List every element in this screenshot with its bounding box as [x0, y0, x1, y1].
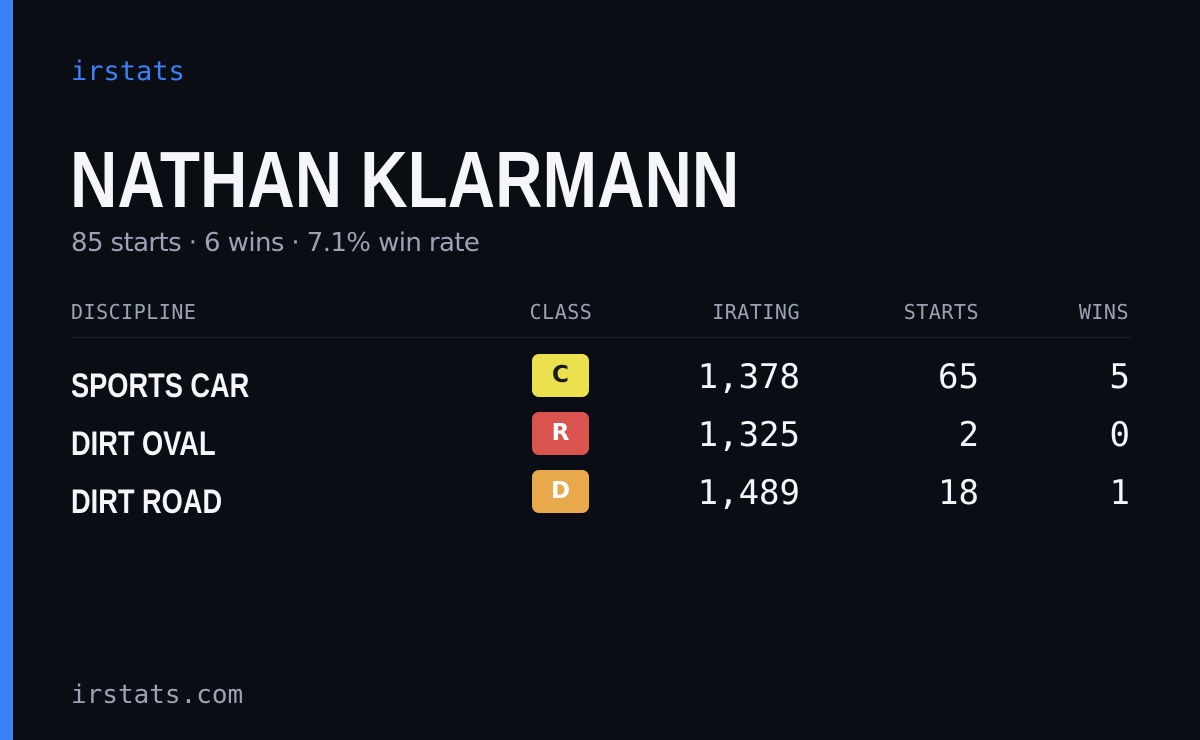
brand-logo: irstats	[71, 56, 185, 87]
irating-value: 1,325	[697, 415, 800, 455]
header-discipline: DISCIPLINE	[71, 300, 197, 324]
discipline-label: DIRT ROAD	[71, 483, 223, 521]
license-class-badge: R	[532, 412, 589, 455]
driver-name: NATHAN KLARMANN	[70, 135, 740, 224]
header-starts: STARTS	[903, 300, 979, 324]
discipline-label: DIRT OVAL	[71, 425, 216, 463]
irating-value: 1,378	[697, 357, 800, 397]
wins-value: 5	[1109, 357, 1130, 397]
wins-value: 1	[1109, 473, 1130, 513]
irating-value: 1,489	[697, 473, 800, 513]
license-class-badge: C	[532, 354, 589, 397]
wins-value: 0	[1109, 415, 1130, 455]
license-class-badge: D	[532, 470, 589, 513]
starts-value: 18	[938, 473, 979, 513]
header-class-label: CLASS	[529, 300, 593, 324]
stats-table: DISCIPLINE CLASS IRATING STARTS WINS SPO…	[71, 300, 1131, 521]
table-header: DISCIPLINE CLASS IRATING STARTS WINS	[71, 300, 1131, 338]
table-row: SPORTS CAR C 1,378 65 5	[71, 354, 1131, 412]
accent-bar	[0, 0, 13, 740]
discipline-label: SPORTS CAR	[71, 367, 250, 405]
starts-value: 2	[958, 415, 979, 455]
starts-value: 65	[938, 357, 979, 397]
table-row: DIRT OVAL R 1,325 2 0	[71, 412, 1131, 470]
driver-summary: 85 starts · 6 wins · 7.1% win rate	[71, 228, 480, 258]
table-row: DIRT ROAD D 1,489 18 1	[71, 470, 1131, 528]
header-irating: IRATING	[712, 300, 800, 324]
footer-url: irstats.com	[71, 680, 244, 710]
header-wins: WINS	[1078, 300, 1129, 324]
